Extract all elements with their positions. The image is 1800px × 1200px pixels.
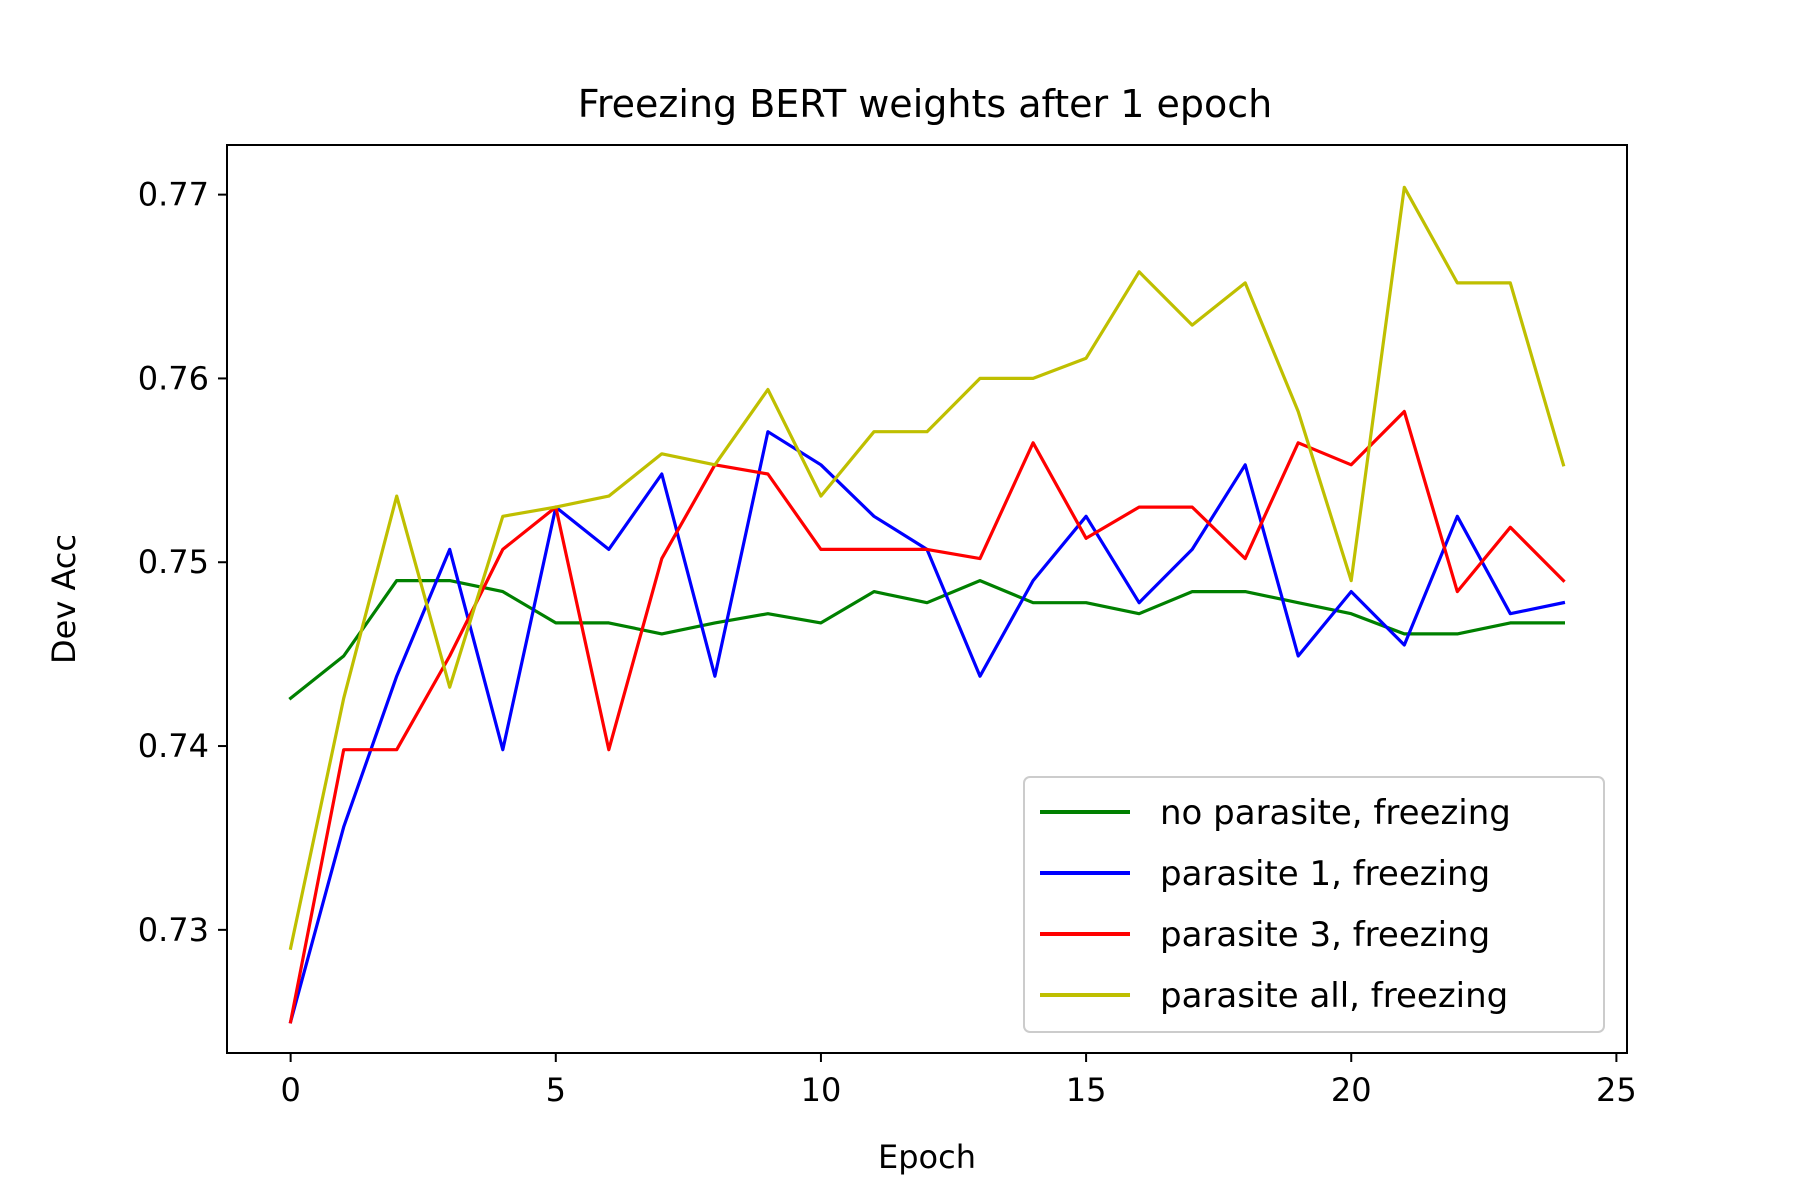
x-axis-label: Epoch [878,1138,976,1176]
series-layer [288,185,1566,1024]
x-tick-label: 20 [1331,1071,1372,1109]
x-tick-label: 10 [801,1071,842,1109]
y-axis-ticks: 0.73 0.74 0.75 0.76 0.77 [138,176,227,949]
legend-items: no parasite, freezing parasite 1, freezin… [1040,793,1511,1016]
y-tick-label: 0.75 [138,543,209,581]
legend-label: no parasite, freezing [1160,793,1511,833]
x-tick-label: 15 [1066,1071,1107,1109]
series-line-3 [288,409,1566,1024]
legend: no parasite, freezing parasite 1, freezin… [1023,776,1605,1033]
y-axis-label: Dev Acc [45,534,83,664]
legend-label: parasite 1, freezing [1160,854,1490,894]
series-line-4 [288,185,1566,951]
plot-frame [226,144,1628,1054]
x-tick-label: 5 [546,1071,566,1109]
y-tick-label: 0.77 [138,176,209,214]
y-tick-label: 0.73 [138,911,209,949]
legend-box [1023,776,1605,1033]
legend-label: parasite 3, freezing [1160,915,1490,955]
legend-label: parasite all, freezing [1160,976,1508,1016]
series-line-1 [288,578,1566,701]
chart-title: Freezing BERT weights after 1 epoch [578,82,1272,126]
x-axis-ticks: 0 5 10 15 20 25 [280,1053,1637,1109]
y-tick-label: 0.74 [138,727,209,765]
x-tick-label: 25 [1596,1071,1637,1109]
y-tick-label: 0.76 [138,359,209,397]
x-tick-label: 0 [280,1071,300,1109]
